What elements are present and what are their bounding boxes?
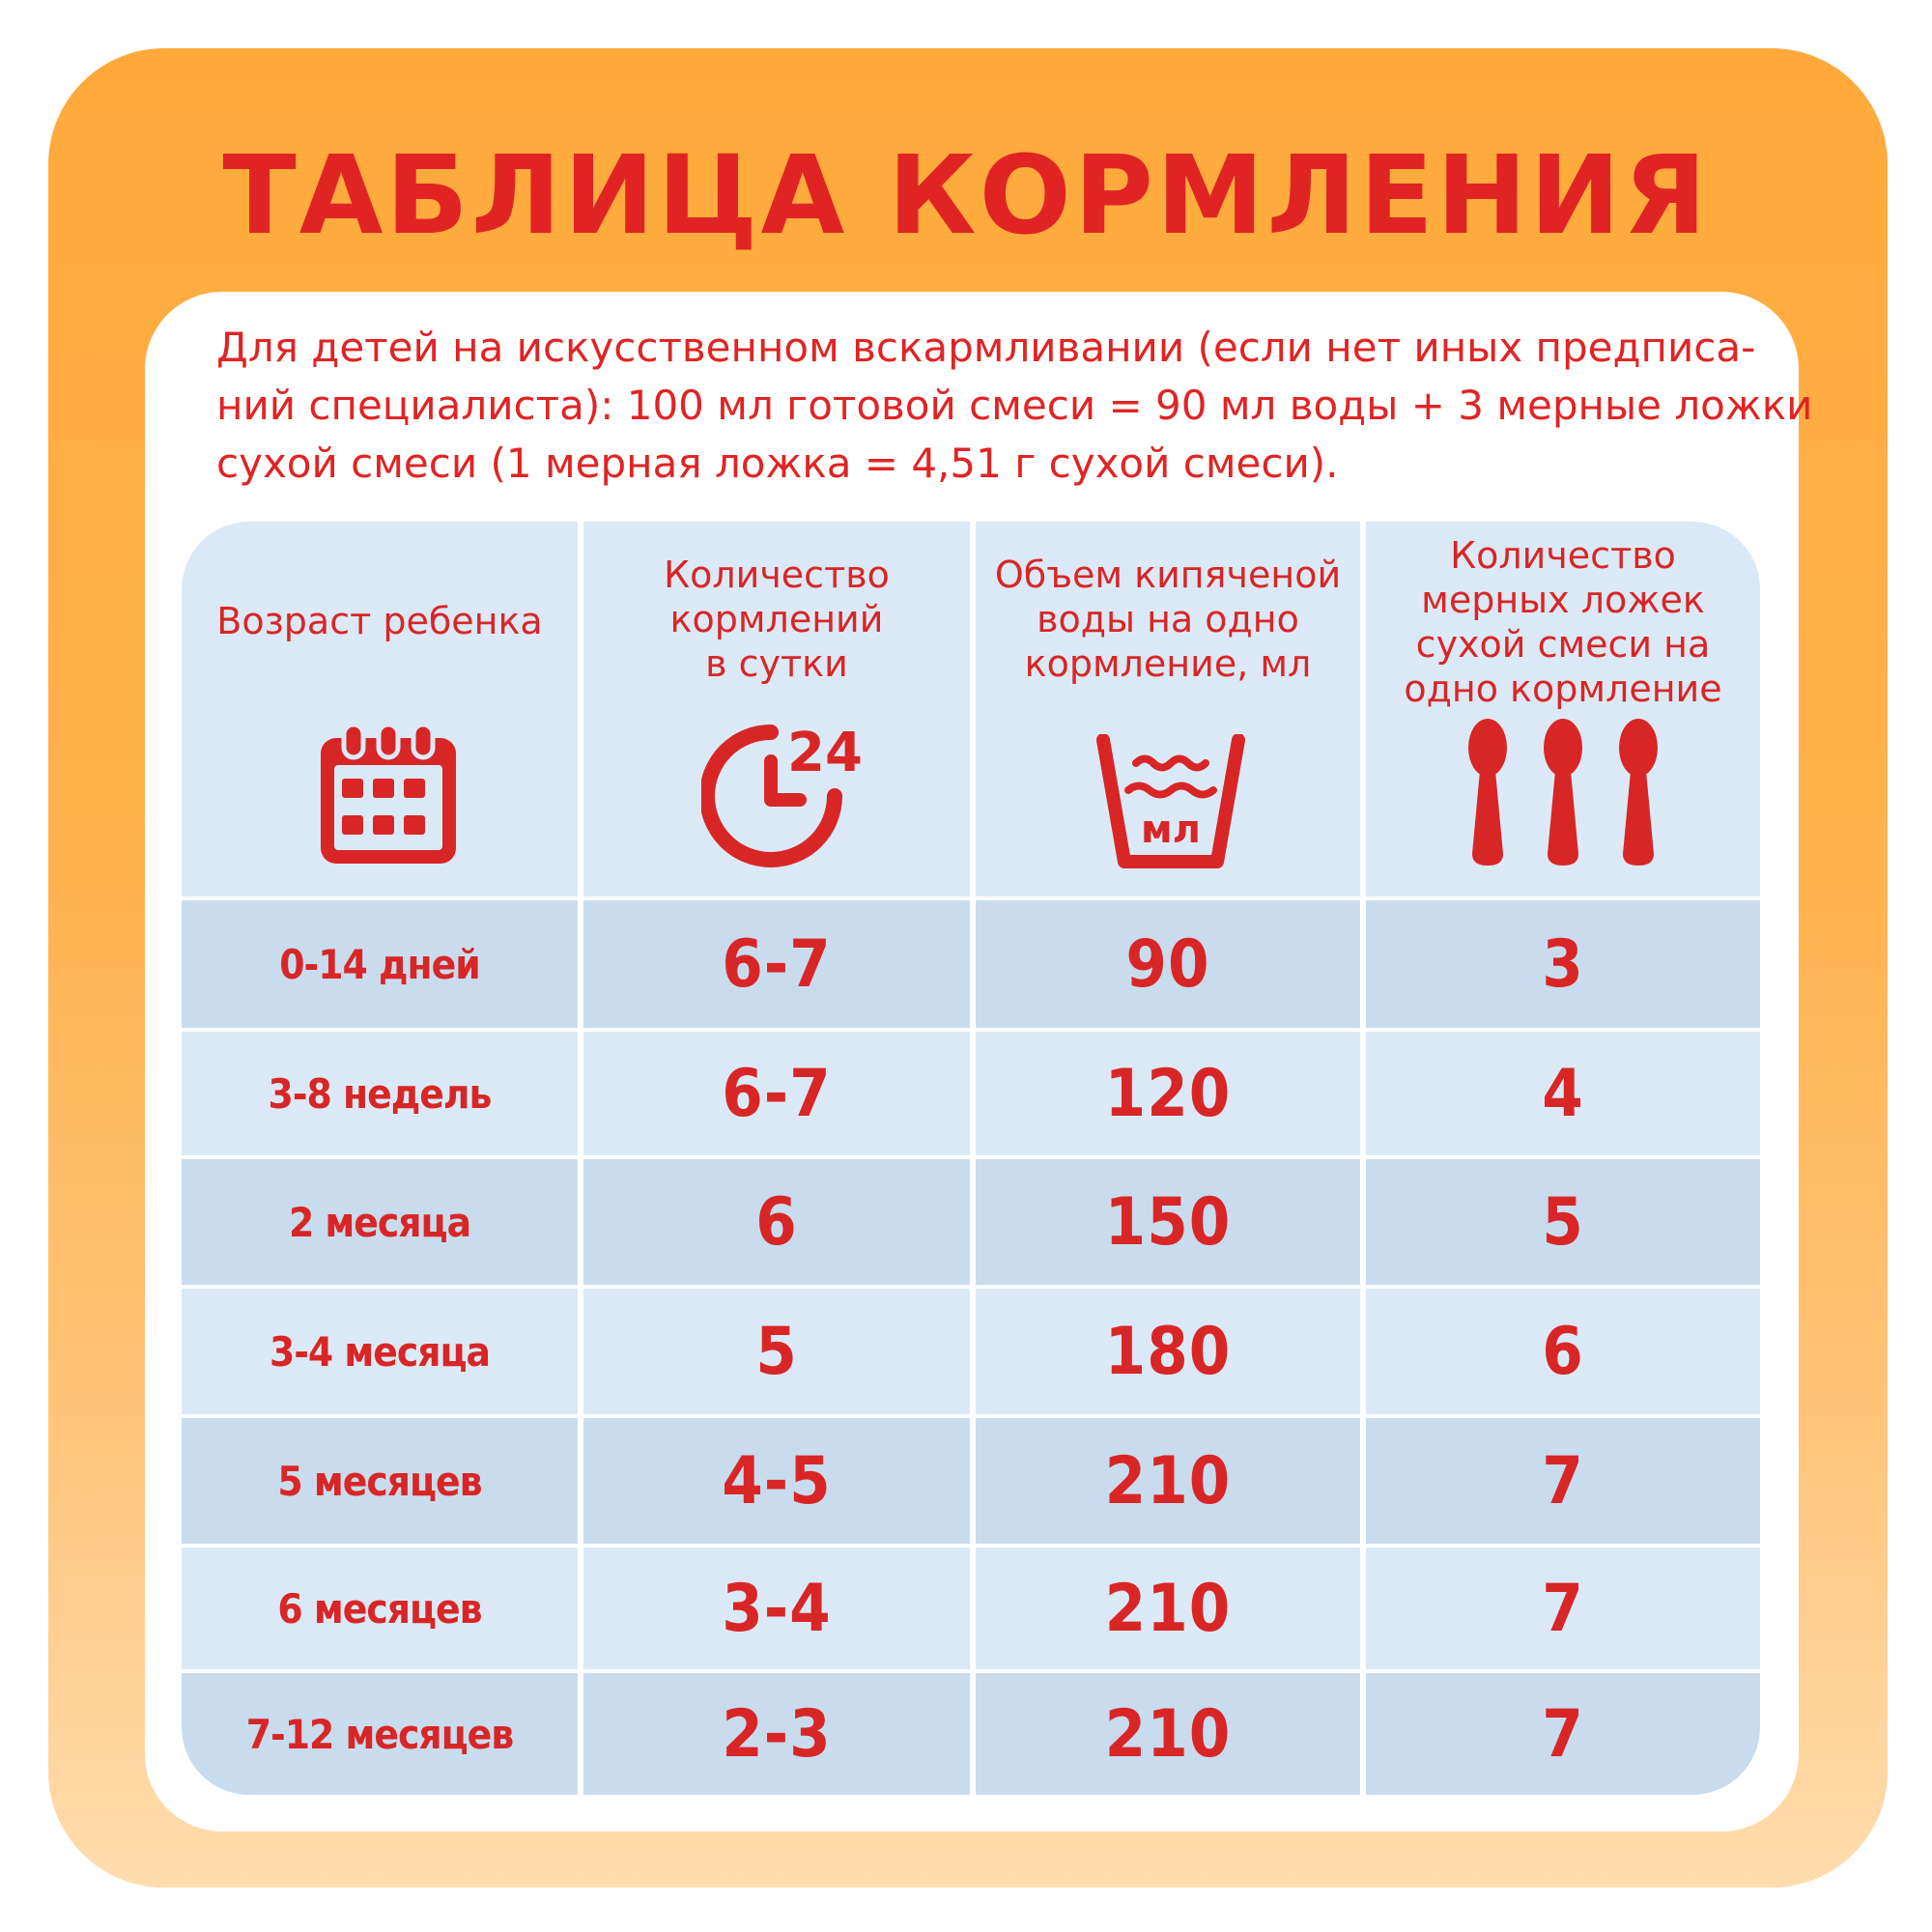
page-title: ТАБЛИЦА КОРМЛЕНИЯ [222, 133, 1710, 259]
header-water: Объем кипяченой воды на одно кормление, … [976, 522, 1360, 896]
feedings-cell: 6-7 [583, 1032, 970, 1155]
header-feedings-label: кормлений [669, 598, 884, 640]
spoons-cell: 6 [1366, 1289, 1760, 1414]
header-feedings-label: Количество [664, 554, 890, 596]
header-spoons-label: Количество [1450, 534, 1676, 577]
spoons-cell: 4 [1366, 1032, 1760, 1155]
header-water-label: кормление, мл [1024, 642, 1312, 685]
spoons-cell: 7 [1366, 1548, 1760, 1669]
header-water-label: воды на одно [1037, 598, 1299, 640]
intro-line: Для детей на искусственном вскармливании… [216, 324, 1756, 371]
header-feedings-label: в сутки [705, 642, 848, 685]
spoons-cell: 7 [1366, 1673, 1760, 1795]
water-cell: 210 [976, 1673, 1360, 1795]
header-water-label: Объем кипяченой [994, 554, 1342, 596]
intro-text: Для детей на искусственном вскармливании… [216, 319, 1813, 493]
feedings-cell: 2-3 [583, 1673, 970, 1795]
spoons-icon [1468, 719, 1658, 866]
age-cell: 7-12 месяцев [182, 1673, 578, 1795]
feeding-table: Возраст ребенка Количество кормлений в с… [182, 522, 1760, 1795]
water-cell: 210 [976, 1418, 1360, 1544]
age-cell: 5 месяцев [182, 1418, 578, 1544]
calendar-icon [321, 723, 456, 864]
header-spoons-label: одно кормление [1404, 668, 1722, 710]
age-cell: 3-8 недель [182, 1032, 578, 1155]
age-cell: 2 месяца [182, 1159, 578, 1285]
header-spoons: Количество мерных ложек сухой смеси на о… [1366, 522, 1760, 896]
spoons-cell: 3 [1366, 900, 1760, 1028]
header-age-label: Возраст ребенка [216, 600, 543, 642]
feedings-cell: 4-5 [583, 1418, 970, 1544]
clock-24-label: 24 [787, 722, 863, 784]
water-cell: 180 [976, 1289, 1360, 1414]
water-container-icon: мл [1096, 734, 1245, 868]
header-spoons-label: сухой смеси на [1415, 623, 1711, 666]
age-cell: 6 месяцев [182, 1548, 578, 1669]
intro-line: ний специалиста): 100 мл готовой смеси =… [216, 382, 1813, 429]
clock-24-icon: 24 [701, 722, 863, 867]
spoons-cell: 5 [1366, 1159, 1760, 1285]
header-feedings: Количество кормлений в сутки 24 [583, 522, 970, 896]
age-cell: 3-4 месяца [182, 1289, 578, 1414]
header-spoons-label: мерных ложек [1421, 579, 1705, 621]
water-cell: 120 [976, 1032, 1360, 1155]
spoons-cell: 7 [1366, 1418, 1760, 1544]
water-cell: 150 [976, 1159, 1360, 1285]
water-cell: 210 [976, 1548, 1360, 1669]
water-unit-label: мл [1141, 808, 1201, 852]
feedings-cell: 6 [583, 1159, 970, 1285]
feedings-cell: 5 [583, 1289, 970, 1414]
feedings-cell: 6-7 [583, 900, 970, 1028]
feedings-cell: 3-4 [583, 1548, 970, 1669]
header-age: Возраст ребенка [182, 522, 578, 896]
age-cell: 0-14 дней [182, 900, 578, 1028]
water-cell: 90 [976, 900, 1360, 1028]
intro-line: сухой смеси (1 мерная ложка = 4,51 г сух… [216, 440, 1339, 487]
